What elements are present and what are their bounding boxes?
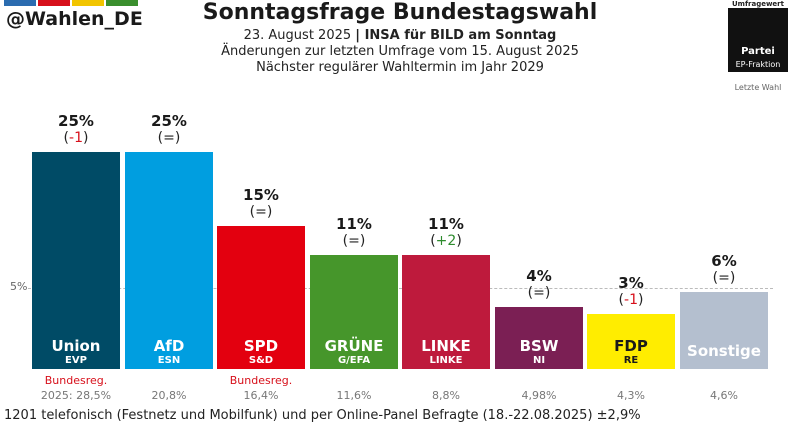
bar-bsw [495, 307, 583, 336]
value-label-spd: 15% [243, 186, 279, 204]
value-label-grüne: 11% [336, 215, 372, 233]
reference-line-5-percent [28, 288, 773, 289]
party-group-bsw: NI [532, 355, 546, 366]
party-box-linke: LINKE LINKE [402, 336, 490, 369]
last-election-value-sonstige: 4,6% [710, 389, 738, 402]
last-election-value-linke: 8,8% [432, 389, 460, 402]
party-name-bsw: BSW [519, 337, 559, 355]
value-label-afd: 25% [151, 112, 187, 130]
change-label-afd: (=) [157, 130, 181, 146]
value-label-bsw: 4% [526, 267, 552, 285]
legend-party-label: Partei [741, 46, 775, 57]
subtitle-source: INSA für BILD am Sonntag [364, 28, 557, 43]
party-name-sonstige: Sonstige [687, 342, 761, 360]
government-label-union: Bundesreg. [44, 374, 108, 387]
change-label-spd: (=) [249, 204, 273, 220]
party-name-spd: SPD [243, 337, 279, 355]
legend-key-box: Partei EP-Fraktion [728, 8, 788, 72]
party-name-fdp: FDP [614, 337, 648, 355]
last-election-value-union: 2025: 28,5% [40, 389, 112, 402]
change-label-fdp: (-1) [618, 292, 644, 308]
bar-union [32, 152, 120, 336]
account-handle: @Wahlen_DE [6, 8, 143, 30]
bar-sonstige [680, 292, 768, 336]
value-label-fdp: 3% [618, 274, 644, 292]
party-name-union: Union [51, 337, 101, 355]
last-election-value-fdp: 4,3% [617, 389, 645, 402]
change-label-grüne: (=) [342, 233, 366, 249]
subtitle-changes: Änderungen zur letzten Umfrage vom 15. A… [221, 44, 579, 59]
party-group-grüne: G/EFA [337, 355, 371, 366]
chart-subtitle-line1: 23. August 2025 | INSA für BILD am Sonnt… [243, 28, 557, 43]
value-label-linke: 11% [428, 215, 464, 233]
subtitle-next-election: Nächster regulärer Wahltermin im Jahr 20… [256, 60, 544, 75]
party-box-fdp: FDP RE [587, 336, 675, 369]
bar-fdp [587, 314, 675, 336]
last-election-value-spd: 16,4% [243, 389, 279, 402]
value-label-union: 25% [58, 112, 94, 130]
bar-spd [217, 226, 305, 336]
change-label-sonstige: (=) [712, 270, 736, 286]
party-name-linke: LINKE [421, 337, 471, 355]
bar-grüne [310, 255, 398, 336]
party-name-afd: AfD [153, 337, 185, 355]
reference-line-label: 5% [10, 280, 28, 293]
bar-linke [402, 255, 490, 336]
party-box-union: Union EVP [32, 336, 120, 369]
party-group-fdp: RE [623, 355, 639, 366]
party-box-sonstige: Sonstige [680, 336, 768, 369]
party-group-linke: LINKE [429, 355, 463, 366]
value-label-sonstige: 6% [711, 252, 737, 270]
last-election-value-bsw: 4,98% [521, 389, 557, 402]
subtitle-date: 23. August 2025 [243, 28, 352, 43]
party-group-afd: ESN [157, 355, 181, 366]
bar-afd [125, 152, 213, 336]
legend-last-election-label: Letzte Wahl [734, 83, 782, 92]
top-stripe [106, 0, 138, 6]
change-label-linke: (+2) [430, 233, 462, 249]
legend-group-label: EP-Fraktion [735, 60, 781, 69]
legend-poll-value-label: Umfragewert [732, 0, 784, 8]
footer-methodology: 1201 telefonisch (Festnetz und Mobilfunk… [4, 408, 641, 423]
chart-title: Sonntagsfrage Bundestagswahl [202, 0, 598, 25]
party-name-grüne: GRÜNE [324, 337, 384, 355]
party-box-afd: AfD ESN [125, 336, 213, 369]
party-box-grüne: GRÜNE G/EFA [310, 336, 398, 369]
last-election-value-afd: 20,8% [151, 389, 187, 402]
party-group-union: EVP [65, 355, 87, 366]
last-election-value-grüne: 11,6% [336, 389, 372, 402]
change-label-union: (-1) [63, 130, 89, 146]
party-group-spd: S&D [248, 355, 274, 366]
government-label-spd: Bundesreg. [229, 374, 293, 387]
party-box-spd: SPD S&D [217, 336, 305, 369]
top-stripe [72, 0, 104, 6]
top-stripe [4, 0, 36, 6]
party-box-bsw: BSW NI [495, 336, 583, 369]
change-label-bsw: (=) [527, 285, 551, 301]
top-stripe [38, 0, 70, 6]
